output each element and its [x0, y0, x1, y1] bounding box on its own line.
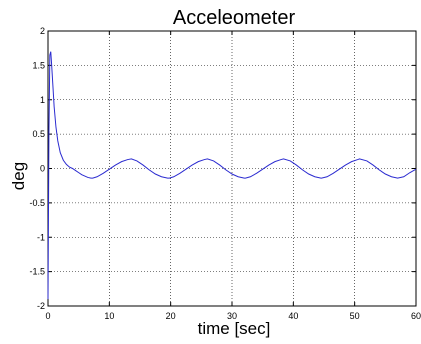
x-tick-labels: 0 10 20 30 40 50 60: [45, 311, 421, 321]
y-tick-labels: 2 1.5 1 0.5 0 -0.5 -1 -1.5 -2: [29, 26, 45, 311]
y-tick-label: 0.5: [32, 129, 45, 139]
x-tick-label: 40: [288, 311, 298, 321]
x-tick-label: 10: [104, 311, 114, 321]
grid: [48, 31, 416, 306]
series-line: [47, 51, 417, 300]
y-axis-label: deg: [9, 162, 28, 190]
x-tick-label: 20: [166, 311, 176, 321]
y-tick-label: 2: [40, 26, 45, 36]
chart-title: Acceleometer: [173, 7, 296, 29]
y-tick-label: -1.5: [29, 267, 45, 277]
x-tick-label: 50: [350, 311, 360, 321]
y-tick-label: -1: [37, 232, 45, 242]
x-tick-label: 30: [227, 311, 237, 321]
y-tick-label: 0: [40, 164, 45, 174]
x-axis-label: time [sec]: [198, 319, 271, 338]
y-tick-label: -2: [37, 301, 45, 311]
y-tick-label: -0.5: [29, 198, 45, 208]
x-tick-label: 0: [45, 311, 50, 321]
y-tick-label: 1.5: [32, 60, 45, 70]
y-tick-label: 1: [40, 95, 45, 105]
x-tick-label: 60: [411, 311, 421, 321]
